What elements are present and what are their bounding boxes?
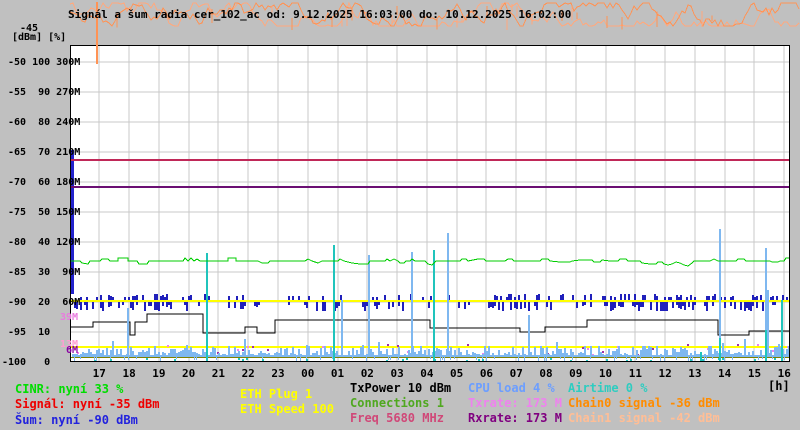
y-axis-row: -85 30 90M <box>2 267 81 278</box>
y-axis-row: -65 70 210M <box>2 147 81 158</box>
legend-item: TxPower 10 dBm <box>350 381 452 395</box>
legend-item: ETH Plug 1 <box>240 387 313 401</box>
legend-item: Rxrate: 173 M <box>468 411 562 425</box>
y-axis-row: -95 10 <box>2 327 51 338</box>
y-axis-unit-label: [dBm] [%] <box>12 32 67 43</box>
x-axis-tick-label: 13 <box>688 367 702 380</box>
legend-item: Freq 5680 MHz <box>350 411 444 425</box>
x-axis-tick-label: 20 <box>182 367 196 380</box>
y-axis-row: -60 80 240M <box>2 117 81 128</box>
x-axis-tick-label: 09 <box>569 367 583 380</box>
x-axis-tick-label: 15 <box>747 367 762 380</box>
y-axis-rate-label: 13M <box>59 339 78 350</box>
legend-item: Šum: nyní -90 dBm <box>15 413 138 427</box>
chart-title: Signál a šum radia cer_102_ac od: 9.12.2… <box>68 8 572 21</box>
y-axis-top-value: -45 <box>20 23 39 34</box>
x-axis-tick-label: 23 <box>271 367 285 380</box>
x-axis-tick-label: 18 <box>122 367 136 380</box>
x-axis-tick-label: 16 <box>777 367 791 380</box>
y-axis-rate-label: 39M <box>59 312 78 323</box>
legend-item: CPU load 4 % <box>468 381 555 395</box>
x-axis-tick-label: 00 <box>301 367 315 380</box>
x-axis-tick-label: 01 <box>330 367 345 380</box>
legend-item: Signál: nyní -35 dBm <box>15 397 160 411</box>
x-axis-tick-label: 02 <box>360 367 374 380</box>
x-axis-tick-label: 12 <box>658 367 672 380</box>
y-axis-row: -70 60 180M <box>2 177 81 188</box>
x-axis-tick-label: 07 <box>509 367 523 380</box>
y-axis-row: -90 20 60M <box>2 297 81 308</box>
y-axis-rate-label: 6M <box>65 345 78 356</box>
x-axis-tick-label: 04 <box>420 367 434 380</box>
x-axis-tick-label: 08 <box>539 367 553 380</box>
x-axis-tick-label: 10 <box>598 367 613 380</box>
legend-item: Chain1 signal -42 dBm <box>568 411 720 425</box>
x-axis-tick-label: 11 <box>628 367 642 380</box>
y-axis-row: -100 0 <box>2 357 51 368</box>
y-axis-row: -55 90 270M <box>2 87 81 98</box>
x-axis-tick-label: 21 <box>211 367 226 380</box>
legend-item: Airtime 0 % <box>568 381 648 395</box>
x-axis-unit: [h] <box>768 379 790 393</box>
x-axis-tick-label: 05 <box>450 367 464 380</box>
y-axis-row: -80 40 120M <box>2 237 81 248</box>
legend-item: CINR: nyní 33 % <box>15 382 124 396</box>
legend-item: Chain0 signal -36 dBm <box>568 396 720 410</box>
x-axis-tick-label: 03 <box>390 367 404 380</box>
x-axis-tick-label: 14 <box>718 367 732 380</box>
legend-item: Connections 1 <box>350 396 444 410</box>
x-axis-tick-label: 06 <box>479 367 494 380</box>
x-axis-tick-label: 22 <box>241 367 255 380</box>
y-axis-row: -50 100 300M <box>2 57 81 68</box>
x-axis-tick-label: 17 <box>92 367 106 380</box>
x-axis-tick-label: 19 <box>152 367 166 380</box>
legend-item: ETH Speed 100 <box>240 402 334 416</box>
y-axis-row: -75 50 150M <box>2 207 81 218</box>
legend-item: Txrate: 173 M <box>468 396 562 410</box>
